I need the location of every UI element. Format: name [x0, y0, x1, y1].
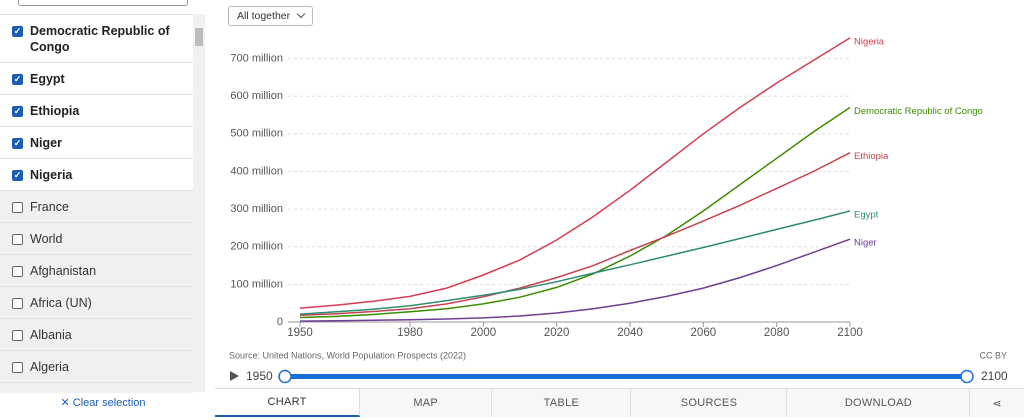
- share-tab[interactable]: ⋖: [992, 397, 1002, 410]
- timeline-handle[interactable]: [278, 369, 292, 384]
- entity-label: Ethiopia: [30, 104, 80, 118]
- checkbox[interactable]: ✓: [12, 26, 23, 37]
- entity-label: Democratic Republic of Congo: [30, 24, 170, 54]
- tab[interactable]: SOURCES: [631, 389, 788, 417]
- series-label: Ethiopia: [854, 151, 889, 162]
- checkbox[interactable]: ✓: [12, 106, 23, 117]
- y-tick-label: 100 million: [230, 278, 283, 290]
- checkbox[interactable]: [12, 266, 23, 277]
- entity-label: Nigeria: [30, 168, 73, 182]
- checkbox[interactable]: ✓: [12, 74, 23, 85]
- entity-item[interactable]: ✓ Nigeria: [0, 159, 193, 191]
- series-label: Niger: [854, 238, 877, 249]
- checkbox[interactable]: [12, 330, 23, 341]
- x-tick-label: 2040: [617, 327, 643, 339]
- tab-label: SOURCES: [680, 397, 738, 409]
- timeline-track[interactable]: [285, 374, 967, 379]
- y-tick-label: 400 million: [230, 165, 283, 177]
- entity-label: France: [30, 200, 69, 214]
- entity-item[interactable]: ✓ Egypt: [0, 63, 193, 95]
- entity-item[interactable]: Albania: [0, 319, 193, 351]
- sidebar: ✓ Democratic Republic of Congo ✓ Egypt ✓ Ethi…: [0, 0, 206, 420]
- entity-item[interactable]: American Samoa: [0, 383, 193, 393]
- search-box[interactable]: [18, 0, 188, 6]
- entity-item[interactable]: ✓ Ethiopia: [0, 95, 193, 127]
- entity-label: Egypt: [30, 72, 65, 86]
- facet-dropdown[interactable]: All together: [228, 6, 314, 26]
- tab-label: TABLE: [543, 397, 580, 409]
- entity-label: Africa (UN): [30, 296, 92, 310]
- y-tick-label: 600 million: [230, 90, 283, 102]
- series-line: [299, 37, 851, 309]
- tab-label: CHART: [267, 396, 307, 408]
- source-note: Source: United Nations, World Population…: [229, 350, 466, 360]
- clear-selection[interactable]: ✕ Clear selection: [60, 397, 146, 409]
- series-line: [299, 152, 851, 316]
- checkbox[interactable]: [12, 298, 23, 309]
- entity-label: Albania: [30, 328, 72, 342]
- checkbox[interactable]: [12, 202, 23, 213]
- x-tick-label: 2080: [764, 327, 790, 339]
- series-line: [299, 210, 851, 315]
- entity-item[interactable]: World: [0, 223, 193, 255]
- y-tick-label: 200 million: [230, 241, 283, 253]
- entity-item[interactable]: Algeria: [0, 351, 193, 383]
- entity-label: Afghanistan: [30, 264, 97, 278]
- scrollbar[interactable]: [193, 14, 205, 392]
- dropdown-label: All together: [237, 10, 291, 22]
- play-button[interactable]: [230, 371, 239, 381]
- series-label: Democratic Republic of Congo: [854, 106, 983, 117]
- y-tick-label: 300 million: [230, 203, 283, 215]
- tab-bar: CHART MAP TABLE SOURCES DOWNLOAD ⋖: [215, 388, 1024, 417]
- y-tick-label: 0: [277, 316, 283, 328]
- tab[interactable]: DOWNLOAD: [787, 389, 971, 417]
- tab[interactable]: TABLE: [492, 389, 632, 417]
- x-tick-label: 2000: [471, 327, 497, 339]
- checkbox[interactable]: ✓: [12, 138, 23, 149]
- entity-item[interactable]: France: [0, 191, 193, 223]
- series-label: Egypt: [854, 210, 879, 221]
- entity-label: World: [30, 232, 63, 246]
- entity-label: American Samoa: [30, 391, 126, 393]
- x-tick-label: 2060: [691, 327, 717, 339]
- entity-label: Niger: [30, 136, 62, 150]
- checkbox[interactable]: [12, 234, 23, 245]
- tab[interactable]: CHART: [215, 389, 361, 417]
- timeline-handle[interactable]: [960, 369, 974, 384]
- y-tick-label: 700 million: [230, 52, 283, 64]
- series-line: [299, 238, 851, 322]
- x-tick-label: 2100: [837, 327, 863, 339]
- x-tick-label: 2020: [544, 327, 570, 339]
- tab[interactable]: MAP: [360, 389, 493, 417]
- scroll-thumb[interactable]: [195, 28, 203, 46]
- entity-list: ✓ Democratic Republic of Congo ✓ Egypt ✓ Ethi…: [0, 14, 193, 393]
- tab-label: DOWNLOAD: [844, 397, 912, 409]
- checkbox[interactable]: ✓: [12, 170, 23, 181]
- checkbox[interactable]: [12, 362, 23, 373]
- clear-label: Clear selection: [72, 397, 146, 409]
- entity-label: Algeria: [30, 360, 69, 374]
- license: CC BY: [979, 350, 1007, 360]
- series-line: [299, 106, 851, 319]
- entity-item[interactable]: Afghanistan: [0, 255, 193, 287]
- x-tick-label: 1950: [287, 327, 313, 339]
- series-label: Nigeria: [854, 36, 885, 47]
- entity-item[interactable]: ✓ Niger: [0, 127, 193, 159]
- entity-item[interactable]: Africa (UN): [0, 287, 193, 319]
- x-tick-label: 1980: [397, 327, 423, 339]
- timeline-start: 1950: [246, 369, 273, 383]
- timeline-end: 2100: [981, 369, 1008, 383]
- y-tick-label: 500 million: [230, 128, 283, 140]
- entity-item[interactable]: ✓ Democratic Republic of Congo: [0, 15, 193, 63]
- tab-label: MAP: [413, 397, 439, 409]
